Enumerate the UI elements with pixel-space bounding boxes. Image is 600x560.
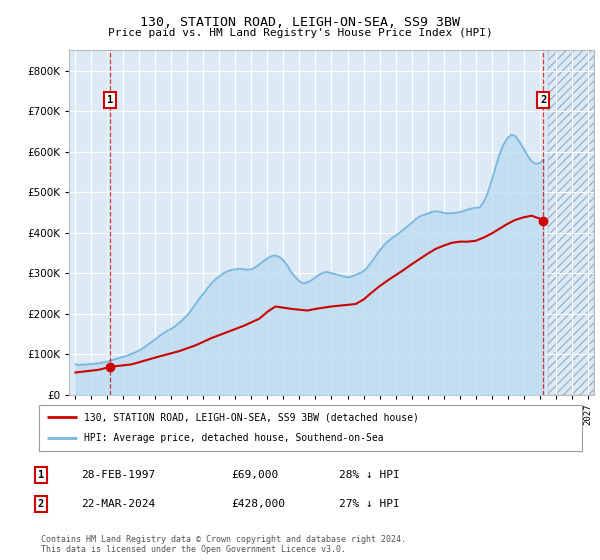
Bar: [548, 50, 594, 395]
Text: Contains HM Land Registry data © Crown copyright and database right 2024.
This d: Contains HM Land Registry data © Crown c…: [41, 535, 406, 554]
Text: £428,000: £428,000: [231, 499, 285, 509]
Text: HPI: Average price, detached house, Southend-on-Sea: HPI: Average price, detached house, Sout…: [83, 433, 383, 444]
Text: 1: 1: [38, 470, 44, 480]
Text: 2: 2: [540, 95, 546, 105]
Text: Price paid vs. HM Land Registry's House Price Index (HPI): Price paid vs. HM Land Registry's House …: [107, 28, 493, 38]
Bar: [548, 50, 594, 395]
Text: 2: 2: [38, 499, 44, 509]
Text: 27% ↓ HPI: 27% ↓ HPI: [339, 499, 400, 509]
FancyBboxPatch shape: [39, 405, 582, 451]
Text: 1: 1: [107, 95, 113, 105]
Text: 22-MAR-2024: 22-MAR-2024: [81, 499, 155, 509]
Text: 28% ↓ HPI: 28% ↓ HPI: [339, 470, 400, 480]
Text: 130, STATION ROAD, LEIGH-ON-SEA, SS9 3BW (detached house): 130, STATION ROAD, LEIGH-ON-SEA, SS9 3BW…: [83, 412, 418, 422]
Text: £69,000: £69,000: [231, 470, 278, 480]
Text: 28-FEB-1997: 28-FEB-1997: [81, 470, 155, 480]
Text: 130, STATION ROAD, LEIGH-ON-SEA, SS9 3BW: 130, STATION ROAD, LEIGH-ON-SEA, SS9 3BW: [140, 16, 460, 29]
